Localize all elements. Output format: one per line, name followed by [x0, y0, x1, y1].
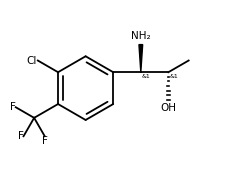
Text: F: F — [10, 102, 16, 112]
Text: NH₂: NH₂ — [131, 31, 150, 41]
Text: &1: &1 — [141, 74, 150, 79]
Polygon shape — [138, 45, 142, 72]
Text: OH: OH — [160, 103, 176, 113]
Text: F: F — [42, 136, 48, 146]
Text: &1: &1 — [169, 74, 177, 79]
Text: F: F — [18, 131, 23, 141]
Text: Cl: Cl — [26, 56, 37, 66]
